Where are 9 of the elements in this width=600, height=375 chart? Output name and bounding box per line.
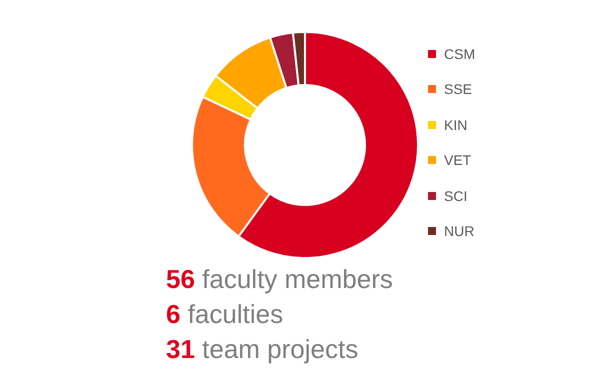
legend-label: VET [444,152,472,168]
legend-label: SSE [444,81,472,98]
legend-label: CSM [444,46,476,62]
legend-label: SCI [444,188,468,204]
text: 6 faculties [166,298,284,331]
legend-label: KIN [444,116,468,133]
text: 56 faculty members [166,263,393,296]
text: 31 team projects [166,333,360,366]
legend-label: NUR [444,223,474,240]
